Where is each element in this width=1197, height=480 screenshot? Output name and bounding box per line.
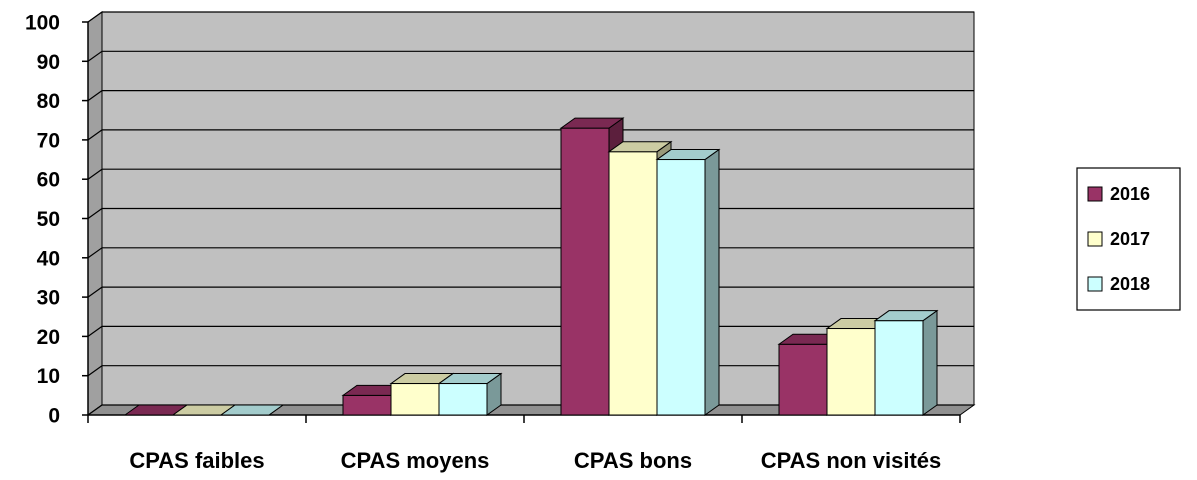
y-tick-label: 50: [37, 208, 60, 231]
x-tick-label: CPAS moyens: [341, 448, 490, 473]
x-tick-label: CPAS faibles: [129, 448, 264, 473]
y-tick-label: 40: [37, 247, 60, 270]
legend-swatch: [1087, 276, 1103, 292]
x-tick-label: CPAS bons: [574, 448, 692, 473]
y-tick-label: 90: [37, 51, 60, 74]
bar-side: [704, 148, 720, 416]
grid-line: [87, 11, 974, 23]
bar-top: [655, 149, 721, 161]
bar-front: [560, 127, 610, 416]
y-tick-label: 70: [37, 129, 60, 152]
x-tick-label: CPAS non visités: [761, 448, 942, 473]
grid-line: [87, 129, 974, 141]
bar-top: [559, 117, 625, 129]
y-tick-label: 10: [37, 365, 60, 388]
y-tick-label: 60: [37, 169, 60, 192]
grid-line: [87, 50, 974, 62]
y-tick-label: 30: [37, 287, 60, 310]
bar-front: [874, 320, 924, 416]
bar-front: [778, 343, 828, 416]
y-tick-label: 80: [37, 90, 60, 113]
y-tick-label: 0: [48, 405, 60, 428]
legend-label: 2018: [1110, 274, 1150, 294]
bar-top: [607, 141, 673, 153]
legend-swatch: [1087, 231, 1103, 247]
y-tick-label: 20: [37, 326, 60, 349]
grid-line: [87, 89, 974, 102]
bar-top: [873, 310, 939, 322]
bar-front: [608, 151, 658, 416]
bar-top: [437, 373, 503, 385]
bar-front: [438, 383, 488, 416]
legend-label: 2016: [1110, 184, 1150, 204]
bar-front: [656, 159, 706, 416]
legend-swatch: [1087, 186, 1103, 202]
y-tick-label: 100: [25, 12, 60, 35]
bar-front: [390, 383, 440, 416]
bar-top: [219, 404, 285, 416]
legend-label: 2017: [1110, 229, 1150, 249]
bar-front: [826, 328, 876, 416]
bar-side: [922, 309, 938, 416]
bar-front: [342, 394, 392, 416]
